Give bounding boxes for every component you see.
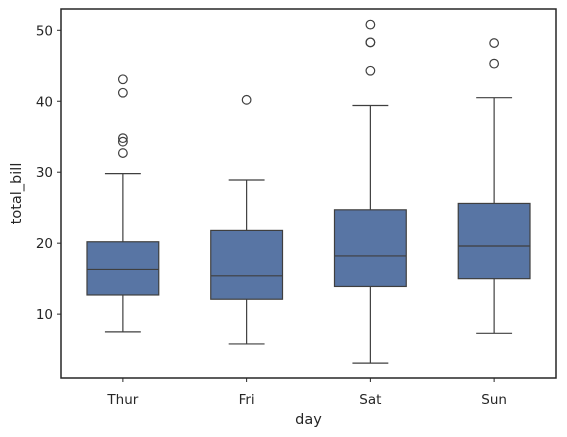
y-tick-label: 20	[36, 236, 53, 252]
y-tick-label: 10	[36, 307, 53, 323]
y-tick-label: 40	[36, 94, 53, 110]
iqr-box	[210, 229, 284, 300]
outlier-point	[117, 133, 128, 144]
iqr-box	[86, 241, 160, 296]
outlier-point	[489, 38, 500, 48]
y-tick-label: 30	[36, 165, 53, 181]
x-tick-label: Sat	[359, 392, 381, 408]
box-thur	[86, 74, 160, 333]
outlier-point	[117, 74, 128, 85]
outlier-point	[117, 87, 128, 98]
iqr-box	[457, 202, 531, 280]
outlier-point	[241, 94, 252, 105]
x-tick-label: Thur	[106, 392, 138, 408]
plot-area	[61, 9, 556, 378]
plot-border	[60, 8, 557, 379]
box-sun	[457, 38, 531, 334]
y-axis-label: total_bill	[9, 163, 25, 225]
outlier-point	[489, 58, 500, 69]
boxes-layer	[86, 19, 531, 364]
x-axis-label: day	[295, 412, 322, 428]
box-fri	[210, 94, 284, 345]
outlier-point	[365, 37, 376, 48]
iqr-box	[333, 209, 407, 288]
y-tick-label: 50	[36, 23, 53, 39]
x-axis: Thur Fri Sat Sun	[106, 378, 507, 408]
outlier-point	[365, 19, 376, 30]
x-tick-label: Sun	[481, 392, 507, 408]
outlier-point	[365, 65, 376, 76]
outlier-point	[117, 148, 128, 158]
y-axis: 10 20 30 40 50	[36, 23, 61, 323]
box-sat	[333, 19, 407, 364]
x-tick-label: Fri	[239, 392, 255, 408]
outlier-point	[117, 136, 128, 147]
